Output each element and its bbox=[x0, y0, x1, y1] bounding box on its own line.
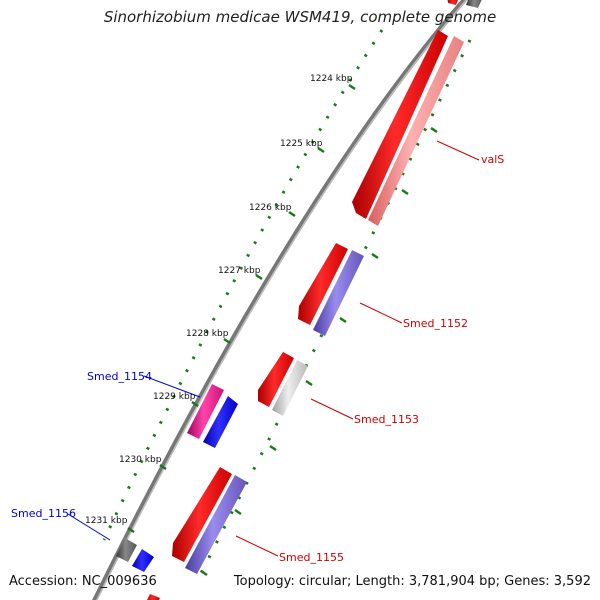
gene-smed-1154[interactable] bbox=[187, 384, 238, 448]
map-title: Sinorhizobium medicae WSM419, complete g… bbox=[103, 8, 497, 26]
label-smed-1154[interactable]: Smed_1154 bbox=[87, 370, 152, 383]
gene-stub-red bbox=[147, 594, 160, 600]
gene-arrow-magenta bbox=[187, 384, 224, 439]
tick-1227 bbox=[255, 273, 263, 281]
leader-smed-1155 bbox=[235, 535, 279, 557]
label-leaders bbox=[67, 140, 480, 557]
label-smed-1153[interactable]: Smed_1153 bbox=[354, 413, 419, 426]
inner-tick bbox=[305, 379, 313, 387]
gene-arrow-blue bbox=[203, 396, 238, 448]
inner-tick bbox=[401, 188, 409, 196]
inner-tick bbox=[234, 508, 242, 516]
leader-smed-1153 bbox=[310, 398, 354, 420]
gene-smed-1153[interactable] bbox=[258, 352, 308, 416]
genome-backbone-highlight bbox=[96, 0, 468, 600]
kbp-label-1227: 1227 kbp bbox=[218, 266, 261, 276]
tick-1226 bbox=[288, 210, 296, 218]
tick-1229 bbox=[191, 400, 199, 408]
accession-text: Accession: NC_009636 bbox=[9, 574, 157, 589]
tick-1231 bbox=[127, 526, 135, 534]
leader-valS bbox=[436, 140, 480, 161]
gene-smed-1155[interactable] bbox=[172, 467, 247, 574]
gene-arrow-red bbox=[258, 352, 294, 407]
kbp-label-1230: 1230 kbp bbox=[119, 455, 162, 465]
gene-top-stub bbox=[447, 0, 482, 8]
gene-arrow-blue bbox=[132, 549, 154, 572]
label-smed-1155[interactable]: Smed_1155 bbox=[279, 551, 344, 564]
tick-1228 bbox=[223, 337, 231, 345]
gene-arrow-red bbox=[172, 467, 232, 562]
leader-smed-1156 bbox=[67, 513, 111, 541]
inner-tick bbox=[371, 252, 379, 260]
genome-summary-text: Topology: circular; Length: 3,781,904 bp… bbox=[233, 574, 591, 589]
leader-smed-1154 bbox=[143, 375, 201, 398]
major-ticks bbox=[127, 83, 356, 534]
inner-tick bbox=[430, 126, 438, 134]
kbp-label-1226: 1226 kbp bbox=[249, 203, 292, 213]
tick-1230 bbox=[159, 463, 167, 471]
inner-track-ticks bbox=[200, 126, 438, 577]
label-valS[interactable]: valS bbox=[481, 153, 504, 166]
gene-smed-1152[interactable] bbox=[298, 243, 364, 336]
kbp-label-1224: 1224 kbp bbox=[310, 74, 353, 84]
gene-labels: valS Smed_1152 Smed_1153 Smed_1155 Smed_… bbox=[11, 153, 504, 564]
gene-bottom-stub bbox=[147, 594, 160, 600]
gene-valS[interactable] bbox=[352, 30, 464, 226]
gene-smed-1156[interactable] bbox=[116, 538, 154, 572]
inner-tick bbox=[200, 569, 208, 577]
kbp-label-1229: 1229 kbp bbox=[153, 392, 196, 402]
inner-tick bbox=[339, 316, 347, 324]
leader-smed-1152 bbox=[359, 302, 403, 324]
inner-tick bbox=[269, 444, 277, 452]
kbp-label-1228: 1228 kbp bbox=[186, 329, 229, 339]
gene-arrow-red bbox=[298, 243, 348, 325]
gene-stub-red bbox=[447, 0, 458, 5]
gene-arrow-lightgray bbox=[272, 360, 308, 416]
gene-arrow-gray bbox=[116, 538, 137, 562]
kbp-labels: 1224 kbp 1225 kbp 1226 kbp 1227 kbp 1228… bbox=[85, 74, 353, 526]
gene-arrow-purple bbox=[185, 475, 247, 574]
gene-arrow-salmon bbox=[368, 36, 464, 226]
outer-ruler-dots bbox=[102, 29, 384, 541]
genome-backbone bbox=[92, 0, 468, 600]
tick-1224 bbox=[348, 83, 356, 91]
label-smed-1156[interactable]: Smed_1156 bbox=[11, 507, 76, 520]
gene-stub-gray bbox=[466, 0, 482, 8]
kbp-label-1231: 1231 kbp bbox=[85, 516, 128, 526]
gene-arrow-purple bbox=[313, 250, 364, 336]
gene-arrow-red bbox=[352, 30, 448, 219]
kbp-label-1225: 1225 kbp bbox=[280, 139, 323, 149]
label-smed-1152[interactable]: Smed_1152 bbox=[403, 317, 468, 330]
tick-1225 bbox=[317, 146, 325, 154]
